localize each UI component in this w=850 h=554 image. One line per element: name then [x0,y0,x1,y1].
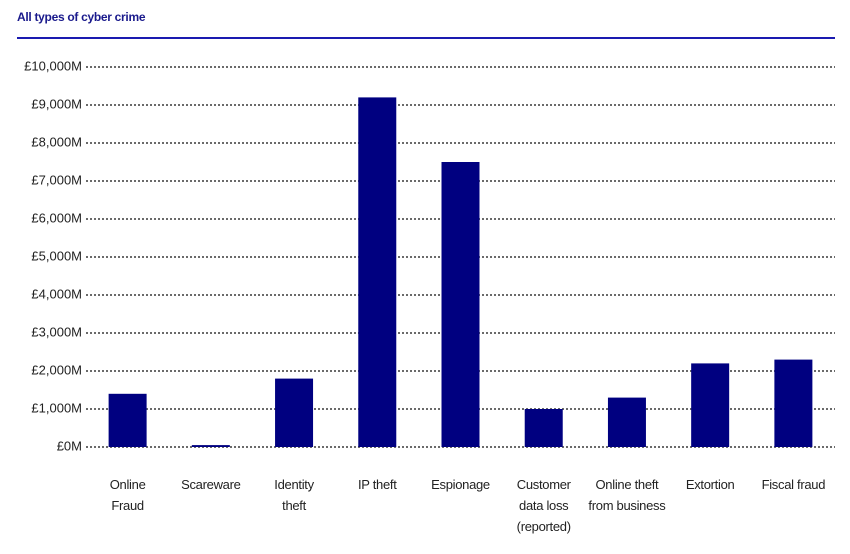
x-tick-label: Espionage [431,477,490,492]
y-tick-label: £1,000M [31,400,82,415]
y-tick-label: £4,000M [31,286,82,301]
x-tick-label: Customer data loss (reported) [516,477,571,534]
bar [441,162,480,447]
x-tick-label: Scareware [181,477,241,492]
y-tick-label: £9,000M [31,96,82,111]
x-tick-label: Fiscal fraud [761,477,826,492]
y-tick-label: £3,000M [31,324,82,339]
x-tick-label: Extortion [685,477,735,492]
x-tick-label: Identity theft [274,477,314,513]
y-tick-label: £0M [57,438,82,453]
bar [691,363,730,447]
x-tick-label: Online theft from business [588,477,666,513]
chart-title: All types of cyber crime [17,10,146,24]
bar [774,359,813,447]
bar [191,445,230,447]
y-tick-label: £8,000M [31,134,82,149]
y-tick-label: £10,000M [24,58,82,73]
y-tick-label: £2,000M [31,362,82,377]
y-tick-label: £6,000M [31,210,82,225]
bar [108,393,147,447]
y-tick-label: £5,000M [31,248,82,263]
bar [524,409,563,447]
x-tick-label: IP theft [357,477,397,492]
x-tick-label: Online Fraud [109,477,146,513]
bar [358,97,397,448]
bar [275,378,314,447]
bar [607,397,646,447]
y-tick-label: £7,000M [31,172,82,187]
